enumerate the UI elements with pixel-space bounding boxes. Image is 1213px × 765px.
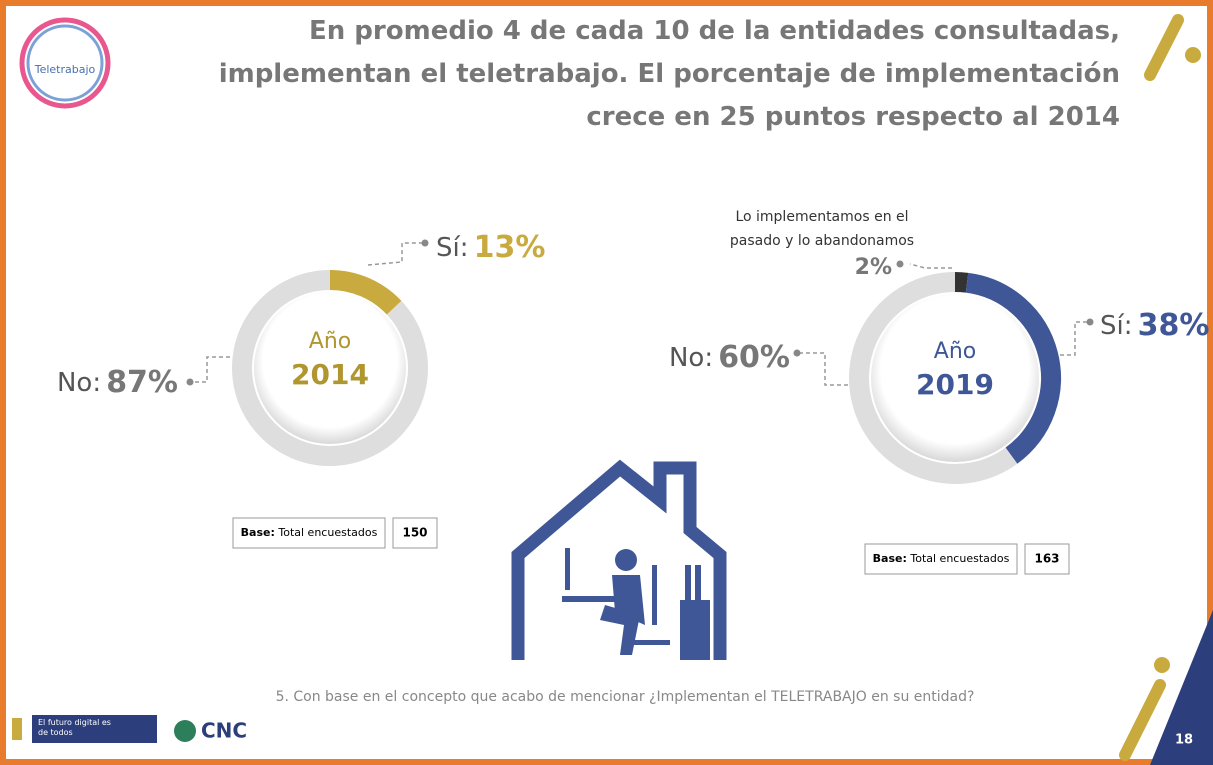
category-label: Sí:: [436, 233, 469, 263]
decor: [1185, 47, 1201, 63]
category-label: No:: [57, 368, 101, 398]
category-label: Lo implementamos en el pasado y lo aband…: [729, 209, 915, 249]
decor: [1154, 657, 1170, 673]
decor: [1144, 14, 1184, 81]
donut-segment: [329, 270, 402, 315]
data-label: 2%: [855, 255, 892, 280]
brand-icon: [174, 720, 196, 742]
base-box: [864, 543, 1018, 575]
brand: CNC: [201, 719, 247, 743]
title: En promedio 4 de cada 10 de la entidades…: [218, 16, 1120, 132]
ministry: MinTIC: [160, 728, 180, 735]
data-label: Sí: 13%: [436, 230, 545, 265]
gov-text: El futuro digital es de todos: [38, 718, 111, 737]
data-label: No: 60%: [669, 340, 790, 375]
house-icon: [511, 459, 727, 660]
category-label: No:: [669, 343, 713, 373]
value-label: 13%: [474, 230, 546, 265]
leader: [190, 242, 1090, 386]
value-label: 87%: [106, 365, 178, 400]
base-label: Base: Total encuestados: [873, 552, 1010, 565]
base-label: Base:: [873, 552, 907, 565]
value-label: 60%: [718, 340, 790, 375]
base-n: 150: [402, 526, 427, 540]
base-box: [232, 517, 386, 549]
data-label: Sí: 38%: [1100, 308, 1209, 343]
base-n: 163: [1034, 552, 1059, 566]
donut-center: [871, 294, 1039, 462]
donut-center: [254, 292, 406, 444]
value-label: 38%: [1138, 308, 1210, 343]
base-label: Base:: [241, 526, 275, 539]
center-year: 2014: [291, 358, 369, 391]
base-box: [392, 517, 438, 549]
center-year: 2019: [916, 368, 994, 401]
base-text: Total encuestados: [277, 526, 377, 539]
house-icon: [562, 548, 710, 660]
donut-segment: [232, 270, 428, 466]
decor: [1119, 679, 1166, 761]
donut-segment: [954, 272, 969, 293]
gov-logo: [32, 715, 157, 743]
base-text: Total encuestados: [909, 552, 1009, 565]
center-label: Año: [309, 329, 351, 354]
page-number: 18: [1175, 733, 1193, 748]
decor: [1150, 610, 1213, 765]
leader-dot: [186, 239, 1094, 386]
data-label: No: 87%: [57, 365, 178, 400]
logo-ring: [26, 24, 104, 102]
question: 5. Con base en el concepto que acabo de …: [276, 689, 975, 705]
donut-segment: [965, 272, 1061, 464]
value-label: 2%: [855, 255, 892, 280]
logo-text: Teletrabajo: [34, 63, 96, 76]
donut-segment: [849, 272, 1018, 484]
base-label: Base: Total encuestados: [241, 526, 378, 539]
category-label: Sí:: [1100, 311, 1133, 341]
decor: [12, 718, 22, 740]
center-label: Año: [934, 339, 976, 364]
base-box: [1024, 543, 1070, 575]
